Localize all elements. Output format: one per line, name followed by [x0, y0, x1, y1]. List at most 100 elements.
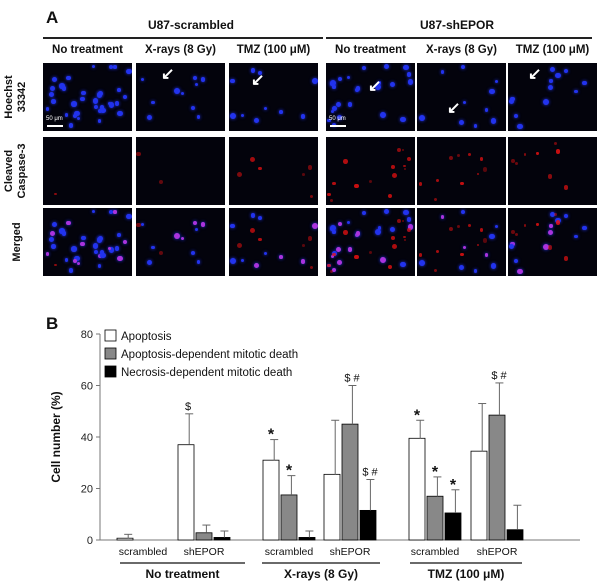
nucleus-dot	[66, 220, 71, 226]
pointer-arrow-icon: ↙	[528, 66, 542, 83]
row-label-line: Caspase-3	[16, 143, 28, 199]
micrograph-r0-c4: ↙	[417, 63, 506, 131]
caspase-dot	[418, 182, 423, 186]
caspase-dot	[368, 250, 372, 254]
nucleus-dot	[563, 68, 568, 73]
y-axis-label: Cell number (%)	[49, 391, 63, 482]
nucleus-dot	[510, 241, 515, 247]
nucleus-dot	[484, 253, 489, 257]
nucleus-dot	[108, 210, 113, 215]
nucleus-dot	[74, 255, 80, 261]
micrograph-r1-c0	[43, 137, 132, 205]
nucleus-dot	[458, 265, 464, 271]
nucleus-dot	[517, 268, 523, 275]
caspase-dot	[331, 252, 336, 257]
nucleus-dot	[301, 114, 306, 119]
scale-bar-label: 50 μm	[329, 116, 346, 122]
nucleus-dot	[510, 96, 515, 102]
caspase-dot	[327, 192, 331, 197]
nucleus-dot	[574, 234, 578, 238]
nucleus-dot	[196, 260, 201, 264]
caspase-dot	[536, 152, 539, 155]
nucleus-dot	[508, 99, 514, 105]
caspase-dot	[391, 164, 395, 169]
nucleus-dot	[440, 215, 445, 220]
legend-label-0: Apoptosis	[121, 331, 172, 343]
caspase-dot	[467, 153, 471, 157]
group-underline-shepor	[326, 37, 592, 39]
nucleus-dot	[484, 108, 489, 112]
nucleus-dot	[384, 209, 390, 215]
caspase-dot	[343, 230, 348, 235]
nucleus-dot	[48, 236, 55, 243]
nucleus-dot	[549, 79, 553, 83]
nucleus-dot	[326, 118, 331, 123]
significance-mark: $	[185, 401, 191, 413]
nucleus-dot	[181, 91, 185, 95]
caspase-dot	[391, 235, 395, 240]
bar-2-3	[359, 509, 377, 541]
significance-mark: $ #	[362, 466, 378, 478]
legend-swatch-2	[104, 365, 117, 378]
nucleus-dot	[549, 224, 553, 228]
nucleus-dot	[126, 68, 132, 75]
nucleus-dot	[113, 210, 117, 214]
caspase-dot	[329, 269, 333, 273]
nucleus-dot	[329, 79, 336, 86]
caspase-dot	[403, 238, 406, 241]
bar-1-2	[280, 494, 298, 541]
significance-mark: *	[268, 427, 275, 444]
caspase-dot	[435, 249, 440, 254]
nucleus-dot	[463, 101, 467, 105]
nucleus-dot	[97, 90, 103, 96]
caspase-dot	[403, 164, 407, 168]
pointer-arrow-icon: ↙	[161, 66, 175, 83]
nucleus-dot	[582, 80, 587, 86]
nucleus-dot	[99, 250, 105, 255]
nucleus-dot	[250, 67, 256, 73]
legend-swatch-1	[104, 347, 117, 360]
micrograph-r2-c5	[508, 208, 597, 276]
caspase-dot	[555, 149, 561, 155]
bar-0-0	[116, 537, 134, 541]
nucleus-dot	[200, 77, 206, 82]
column-label-2: TMZ (100 μM)	[236, 44, 311, 56]
nucleus-dot	[362, 66, 367, 71]
legend-label-1: Apoptosis-dependent mitotic death	[121, 349, 298, 361]
row-label-1: Cleaved Caspase-3	[3, 137, 31, 205]
nucleus-dot	[253, 262, 259, 269]
nucleus-dot	[51, 244, 56, 249]
nucleus-dot	[460, 65, 466, 70]
micrograph-r2-c1	[136, 208, 225, 276]
nucleus-dot	[240, 259, 245, 263]
nucleus-dot	[194, 82, 198, 87]
nucleus-dot	[458, 120, 464, 126]
nucleus-dot	[100, 252, 107, 259]
nucleus-dot	[100, 107, 107, 114]
nucleus-dot	[146, 259, 152, 265]
nucleus-dot	[337, 221, 343, 227]
caspase-dot	[258, 237, 262, 242]
nucleus-dot	[117, 88, 121, 92]
caspase-dot	[136, 151, 141, 156]
nucleus-dot	[123, 95, 127, 100]
nucleus-dot	[407, 224, 413, 230]
caspase-dot	[307, 236, 313, 241]
caspase-dot	[460, 252, 464, 256]
nucleus-dot	[258, 70, 262, 75]
bar-chart: 0 20 40 60 80 Cell number (%) scrambled shEPOR s…	[49, 329, 580, 581]
caspase-dot	[250, 156, 255, 162]
nucleus-dot	[229, 257, 236, 264]
nucleus-dot	[141, 222, 145, 227]
nucleus-dot	[107, 102, 111, 106]
nucleus-dot	[91, 210, 95, 214]
category-label: scrambled	[411, 546, 460, 558]
caspase-dot	[476, 173, 479, 176]
caspase-dot	[435, 178, 440, 183]
caspase-dot	[536, 223, 539, 226]
column-label-3: No treatment	[335, 44, 406, 56]
y-tick-label: 60	[81, 381, 93, 393]
nucleus-dot	[230, 223, 235, 228]
nucleus-dot	[337, 260, 343, 265]
caspase-dot	[387, 194, 393, 199]
